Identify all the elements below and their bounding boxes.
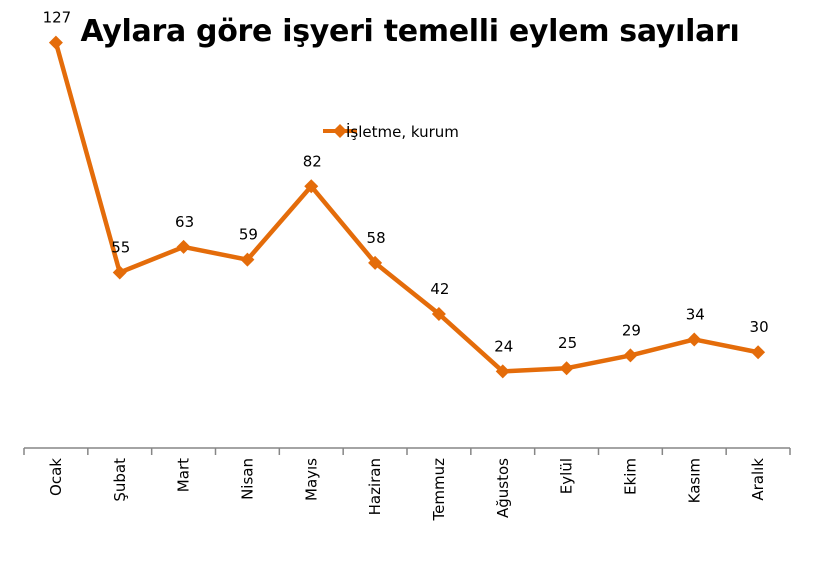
data-point-marker [240, 252, 255, 267]
data-value-label: 127 [43, 9, 72, 27]
data-value-label: 42 [430, 280, 449, 298]
data-value-label: 29 [622, 321, 641, 339]
data-value-label: 25 [558, 334, 577, 352]
x-tick-label: Ağustos [494, 458, 512, 518]
x-tick-label: Temmuz [430, 458, 448, 522]
data-point-marker [687, 332, 702, 347]
data-value-label: 58 [367, 229, 386, 247]
x-tick-label: Ekim [621, 458, 639, 495]
data-point-marker [48, 35, 63, 50]
x-tick-label: Şubat [111, 458, 129, 502]
data-point-marker [304, 179, 319, 194]
data-value-label: 30 [750, 318, 769, 336]
x-tick-label: Kasım [685, 458, 703, 503]
data-point-marker [431, 306, 446, 321]
x-tick-label: Mayıs [302, 458, 320, 501]
x-tick-label: Ocak [47, 458, 65, 496]
data-point-marker [112, 265, 127, 280]
data-point-marker [751, 345, 766, 360]
x-tick-label: Aralık [749, 458, 767, 501]
x-axis-ticks [23, 448, 791, 455]
data-value-label: 24 [494, 337, 513, 355]
data-value-label: 59 [239, 226, 258, 244]
data-value-label: 34 [686, 305, 705, 323]
data-point-marker [495, 364, 510, 379]
chart-title: Aylara göre işyeri temelli eylem sayılar… [80, 14, 740, 49]
data-point-marker [623, 348, 638, 363]
x-tick-label: Haziran [366, 458, 384, 515]
data-labels: 127 55 63 59 82 58 42 24 25 29 34 30 [43, 9, 769, 356]
data-value-label: 82 [303, 152, 322, 170]
data-point-marker [559, 361, 574, 376]
series-line-isletme-kurum [53, 40, 761, 374]
legend: İşletme, kurum [323, 122, 459, 141]
data-value-label: 63 [175, 213, 194, 231]
x-axis-tick-labels: Ocak Şubat Mart Nisan Mayıs Haziran Temmuz Ağus… [47, 458, 767, 522]
legend-entry-label: İşletme, kurum [346, 122, 459, 141]
data-value-label: 55 [111, 238, 130, 256]
data-point-marker [176, 239, 191, 254]
x-tick-label: Eylül [558, 458, 576, 494]
series-markers [48, 35, 766, 379]
data-point-marker [368, 255, 383, 270]
x-tick-label: Nisan [238, 458, 256, 500]
x-tick-label: Mart [175, 458, 193, 492]
legend-diamond-marker [333, 124, 347, 138]
